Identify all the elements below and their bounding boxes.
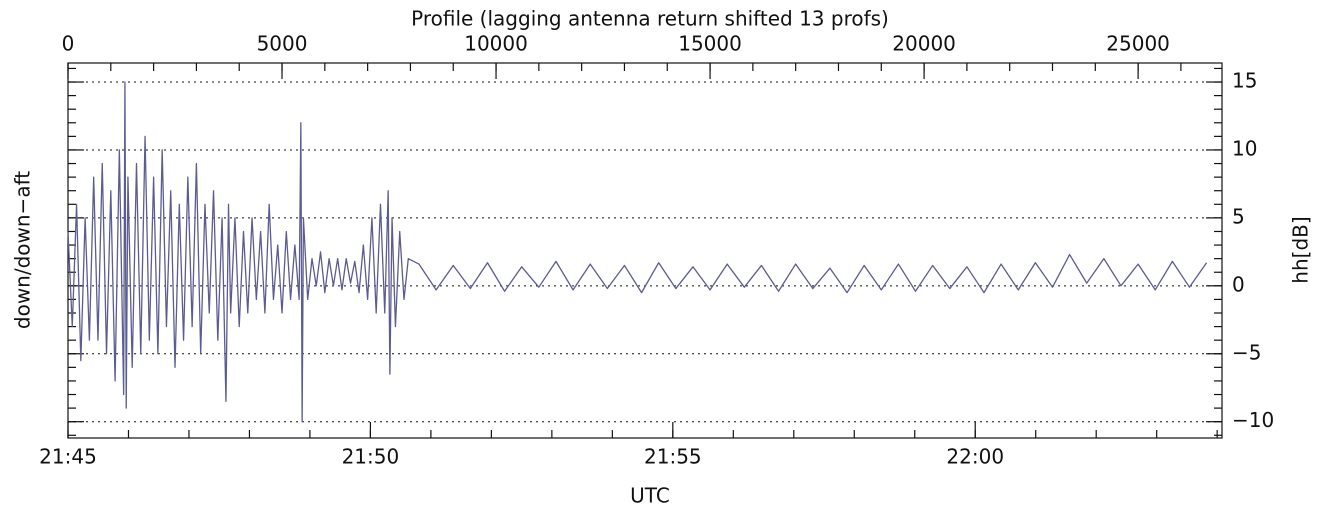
x-tick-label: 20000 (892, 32, 956, 56)
x-tick-label: 5000 (257, 32, 308, 56)
y-tick-label: 0 (1232, 272, 1245, 296)
x-tick-label: 25000 (1106, 32, 1170, 56)
x-tick-label: 10000 (464, 32, 528, 56)
x-tick-label: 15000 (678, 32, 742, 56)
plot-frame (67, 62, 1223, 439)
x2-tick-label: 21:45 (39, 445, 97, 469)
y2-axis-label: hh[dB] (1289, 216, 1313, 283)
y-tick-label: −10 (1232, 408, 1274, 432)
x2-tick-label: 22:00 (946, 445, 1004, 469)
y-tick-label: 15 (1232, 69, 1257, 93)
x2-tick-label: 21:50 (342, 445, 400, 469)
x-axis-label: UTC (630, 484, 670, 508)
x-tick-label: 0 (62, 32, 75, 56)
y-tick-label: −5 (1232, 340, 1261, 364)
data-line (67, 81, 1208, 423)
y-tick-label: 5 (1232, 204, 1245, 228)
chart-title: Profile (lagging antenna return shifted … (411, 7, 889, 31)
y-tick-label: 10 (1232, 136, 1257, 160)
x2-tick-label: 21:55 (644, 445, 702, 469)
y-axis-label: down/down−aft (11, 171, 35, 329)
